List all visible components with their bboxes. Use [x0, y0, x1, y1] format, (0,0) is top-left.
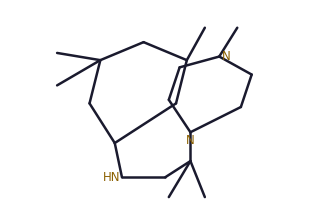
Text: HN: HN [103, 171, 120, 184]
Text: N: N [222, 50, 231, 63]
Text: N: N [186, 134, 195, 147]
